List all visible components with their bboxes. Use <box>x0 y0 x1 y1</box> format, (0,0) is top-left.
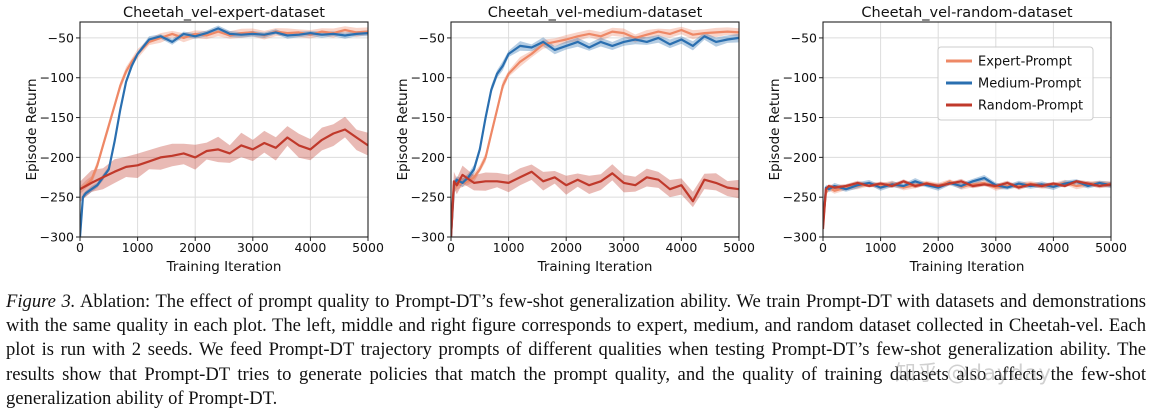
x-tick-label: 4000 <box>1037 240 1069 255</box>
y-tick-label: −200 <box>40 150 74 165</box>
x-axis-label: Training Iteration <box>166 259 282 275</box>
series-line <box>823 180 1111 230</box>
y-tick-label: −50 <box>419 30 445 45</box>
plot-frame <box>822 21 1112 238</box>
x-tick-label: 2000 <box>179 240 211 255</box>
series-group <box>823 175 1111 232</box>
y-tick-label: −150 <box>783 110 817 125</box>
chart-panels: Cheetah_vel-expert-dataset 0 1000 2000 3000 4… <box>24 5 1127 275</box>
x-tick-label: 1000 <box>865 240 897 255</box>
x-tick-label: 4000 <box>665 240 697 255</box>
y-tick-label: −50 <box>791 30 817 45</box>
x-axis-label: Training Iteration <box>537 259 653 275</box>
y-tick-label: −100 <box>40 70 74 85</box>
series-group <box>451 26 739 237</box>
figure-caption-label: Figure 3. <box>6 291 76 312</box>
x-tick-label: 5000 <box>1095 240 1127 255</box>
chart-panel-2: Cheetah_vel-medium-dataset 0 1000 2000 3000 4… <box>395 5 755 275</box>
x-tick-label: 3000 <box>980 240 1012 255</box>
legend: Expert-Prompt Medium-Prompt Random-Prompt <box>937 46 1094 121</box>
y-tick-label: −100 <box>411 70 445 85</box>
y-axis-label: Episode Return <box>395 78 411 180</box>
series-band <box>451 32 739 237</box>
series-band <box>80 116 368 202</box>
x-tick-label: 0 <box>819 240 827 255</box>
x-tick-label: 4000 <box>294 240 326 255</box>
figure-caption: Figure 3. Ablation: The effect of prompt… <box>6 290 1146 411</box>
series-band <box>451 26 739 237</box>
x-tick-label: 5000 <box>723 240 755 255</box>
legend-entry-label: Medium-Prompt <box>978 77 1081 92</box>
chart-title: Cheetah_vel-expert-dataset <box>123 5 325 21</box>
figure-row: Cheetah_vel-expert-dataset 0 1000 2000 3000 4… <box>24 5 1127 275</box>
legend-entry-label: Random-Prompt <box>978 99 1083 114</box>
watermark: 知乎 @dayday <box>895 361 1052 385</box>
chart-panel-1: Cheetah_vel-expert-dataset 0 1000 2000 3000 4… <box>24 5 384 275</box>
series-group <box>80 25 368 237</box>
series-line <box>80 128 368 191</box>
plot-frame <box>450 21 740 238</box>
x-tick-label: 1000 <box>493 240 525 255</box>
y-tick-label: −150 <box>411 110 445 125</box>
figure-caption-text: Ablation: The effect of prompt quality t… <box>6 291 1146 409</box>
x-tick-label: 3000 <box>237 240 269 255</box>
y-tick-label: −200 <box>411 150 445 165</box>
x-tick-label: 2000 <box>922 240 954 255</box>
y-tick-label: −250 <box>40 190 74 205</box>
x-tick-label: 5000 <box>352 240 384 255</box>
series-line <box>80 28 368 191</box>
series-line <box>451 35 739 237</box>
x-tick-label: 2000 <box>550 240 582 255</box>
y-tick-label: −250 <box>783 190 817 205</box>
y-tick-label: −200 <box>783 150 817 165</box>
legend-box <box>937 46 1094 121</box>
y-tick-label: −150 <box>40 110 74 125</box>
x-tick-label: 0 <box>76 240 84 255</box>
y-tick-label: −300 <box>40 230 74 245</box>
x-tick-label: 1000 <box>122 240 154 255</box>
x-tick-label: 3000 <box>608 240 640 255</box>
series-line <box>451 28 739 237</box>
series-band <box>451 164 739 237</box>
plot-frame <box>79 21 369 238</box>
x-axis-label: Training Iteration <box>909 259 1025 275</box>
y-axis-label: Episode Return <box>767 78 783 180</box>
series-line <box>451 170 739 237</box>
x-tick-label: 0 <box>447 240 455 255</box>
chart-title: Cheetah_vel-medium-dataset <box>488 5 703 21</box>
y-tick-label: −100 <box>783 70 817 85</box>
y-tick-label: −50 <box>48 30 74 45</box>
chart-title: Cheetah_vel-random-dataset <box>861 5 1073 21</box>
legend-entry-label: Expert-Prompt <box>978 55 1072 70</box>
y-tick-label: −300 <box>783 230 817 245</box>
chart-panel-3: Cheetah_vel-random-dataset 0 1000 2000 3000 4… <box>767 5 1127 275</box>
y-axis-label: Episode Return <box>24 78 40 180</box>
y-tick-label: −250 <box>411 190 445 205</box>
y-tick-label: −300 <box>411 230 445 245</box>
